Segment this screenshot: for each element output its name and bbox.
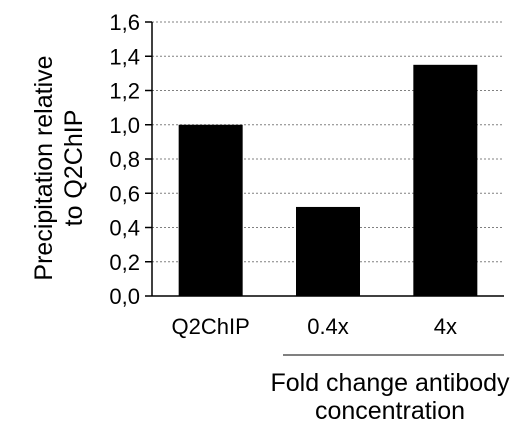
y-tick-label: 0,4: [109, 216, 140, 241]
y-tick-label: 0,6: [109, 181, 140, 206]
bar-4x: [413, 64, 478, 296]
x-category-label: 0.4x: [307, 314, 349, 339]
y-tick-label: 1,6: [109, 10, 140, 35]
y-tick-label: 0,8: [109, 147, 140, 172]
y-tick-label: 0,0: [109, 284, 140, 309]
y-tick-label: 1,0: [109, 113, 140, 138]
bar-q2chip: [178, 124, 243, 296]
y-ticks: 0,0 0,2 0,4 0,6 0,8 1,0 1,2 1,4 1,6: [109, 10, 152, 309]
bar-0-4x: [296, 206, 360, 296]
group-label-line2: concentration: [315, 397, 465, 424]
y-tick-label: 1,2: [109, 79, 140, 104]
y-tick-label: 0,2: [109, 250, 140, 275]
x-category-label: Q2ChIP: [172, 314, 250, 339]
y-tick-label: 1,4: [109, 44, 140, 69]
group-label-line1: Fold change antibody: [270, 369, 510, 397]
y-axis-title-line1: Precipitation relative: [30, 55, 58, 280]
x-category-label: 4x: [434, 314, 457, 339]
x-category-labels: Q2ChIP 0.4x 4x: [172, 314, 457, 339]
bars: [178, 64, 478, 296]
y-axis-title-line2: to Q2ChIP: [60, 110, 88, 227]
